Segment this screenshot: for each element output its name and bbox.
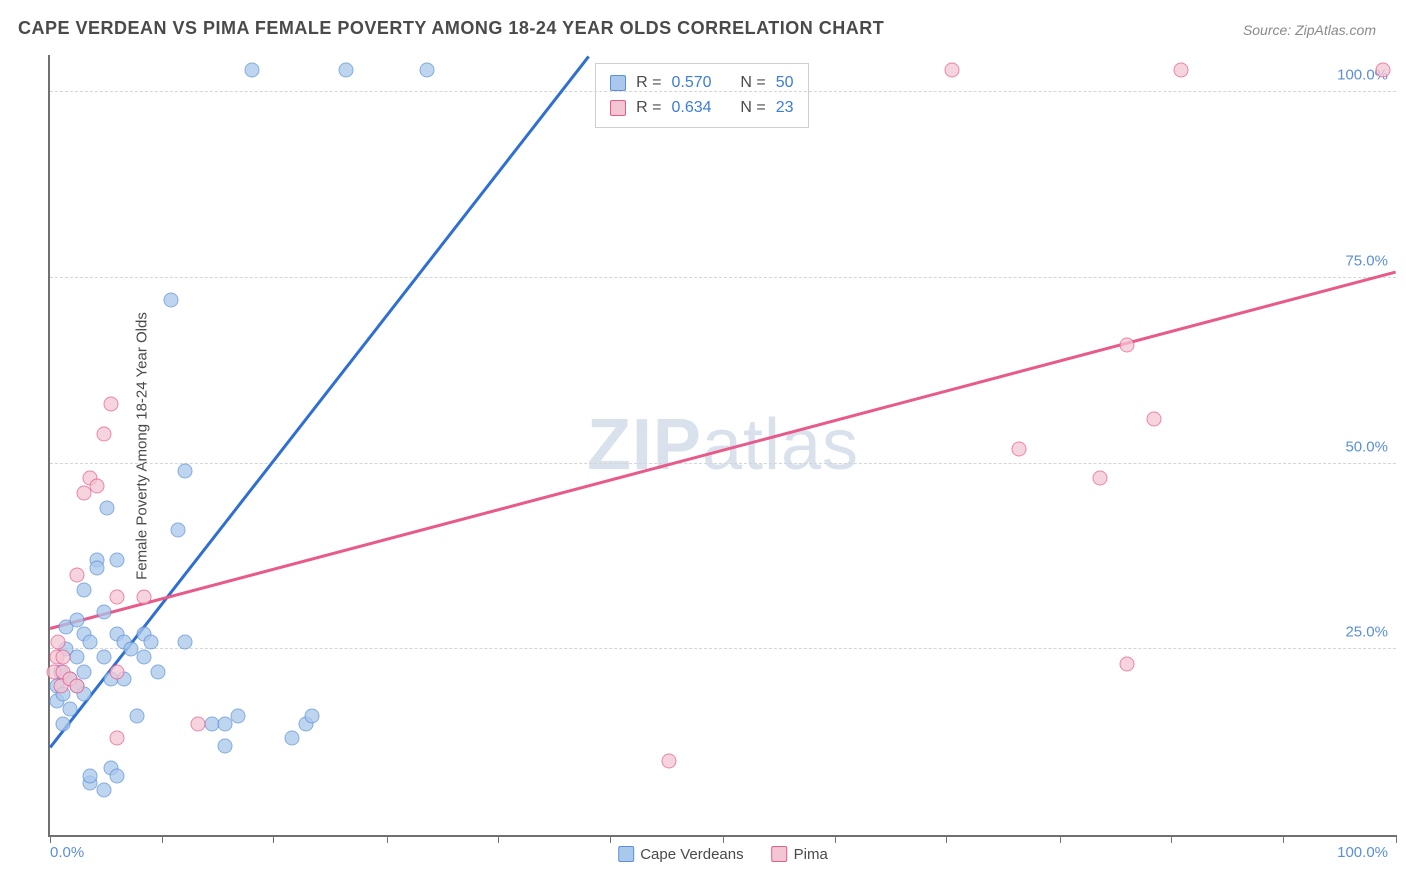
data-point (103, 397, 118, 412)
plot-container: ZIPatlas 0.0% 100.0% Cape VerdeansPima R… (48, 55, 1396, 837)
data-point (69, 568, 84, 583)
data-point (83, 634, 98, 649)
data-point (90, 478, 105, 493)
data-point (76, 582, 91, 597)
data-point (244, 62, 259, 77)
legend-swatch (772, 846, 788, 862)
data-point (76, 486, 91, 501)
data-point (110, 553, 125, 568)
data-point (1173, 62, 1188, 77)
data-point (99, 501, 114, 516)
data-point (76, 664, 91, 679)
data-point (944, 62, 959, 77)
x-tick (610, 835, 611, 843)
scatter-plot: ZIPatlas 0.0% 100.0% Cape VerdeansPima R… (48, 55, 1396, 837)
x-tick (50, 835, 51, 843)
data-point (96, 426, 111, 441)
data-point (177, 464, 192, 479)
data-point (1012, 441, 1027, 456)
data-point (69, 649, 84, 664)
stats-swatch (610, 75, 626, 91)
data-point (96, 649, 111, 664)
legend: Cape Verdeans Pima (618, 846, 828, 863)
x-tick (1396, 835, 1397, 843)
data-point (137, 649, 152, 664)
x-tick (1171, 835, 1172, 843)
data-point (1092, 471, 1107, 486)
gridline (50, 277, 1396, 278)
y-tick-label: 75.0% (1345, 252, 1388, 269)
data-point (130, 709, 145, 724)
x-tick (273, 835, 274, 843)
gridline (50, 91, 1396, 92)
x-axis-min-label: 0.0% (50, 844, 84, 861)
data-point (90, 560, 105, 575)
data-point (83, 768, 98, 783)
data-point (164, 293, 179, 308)
stats-swatch (610, 100, 626, 116)
data-point (56, 649, 71, 664)
x-tick (835, 835, 836, 843)
trend-line (50, 270, 1397, 629)
data-point (96, 783, 111, 798)
data-point (217, 738, 232, 753)
data-point (143, 634, 158, 649)
y-tick-label: 50.0% (1345, 438, 1388, 455)
data-point (1119, 337, 1134, 352)
data-point (662, 753, 677, 768)
data-point (1146, 412, 1161, 427)
data-point (137, 590, 152, 605)
data-point (63, 701, 78, 716)
data-point (191, 716, 206, 731)
stats-row: R =0.634 N =23 (610, 95, 793, 121)
data-point (339, 62, 354, 77)
data-point (231, 709, 246, 724)
data-point (110, 664, 125, 679)
data-point (69, 679, 84, 694)
legend-item: Pima (772, 846, 828, 863)
legend-swatch (618, 846, 634, 862)
data-point (56, 716, 71, 731)
legend-item: Cape Verdeans (618, 846, 743, 863)
gridline (50, 648, 1396, 649)
data-point (1375, 62, 1390, 77)
x-tick (946, 835, 947, 843)
correlation-stats-box: R =0.570 N =50R =0.634 N =23 (595, 63, 808, 128)
chart-title: CAPE VERDEAN VS PIMA FEMALE POVERTY AMON… (18, 18, 884, 39)
x-tick (1060, 835, 1061, 843)
x-axis-max-label: 100.0% (1337, 844, 1388, 861)
data-point (1119, 657, 1134, 672)
x-tick (162, 835, 163, 843)
x-tick (723, 835, 724, 843)
y-tick-label: 25.0% (1345, 624, 1388, 641)
data-point (285, 731, 300, 746)
data-point (150, 664, 165, 679)
data-point (110, 590, 125, 605)
data-point (96, 605, 111, 620)
gridline (50, 463, 1396, 464)
x-tick (1283, 835, 1284, 843)
data-point (177, 634, 192, 649)
data-point (217, 716, 232, 731)
data-point (110, 731, 125, 746)
data-point (110, 768, 125, 783)
data-point (170, 523, 185, 538)
data-point (305, 709, 320, 724)
data-point (419, 62, 434, 77)
data-point (69, 612, 84, 627)
x-tick (498, 835, 499, 843)
x-tick (387, 835, 388, 843)
source-attribution: Source: ZipAtlas.com (1243, 22, 1376, 38)
data-point (51, 634, 66, 649)
